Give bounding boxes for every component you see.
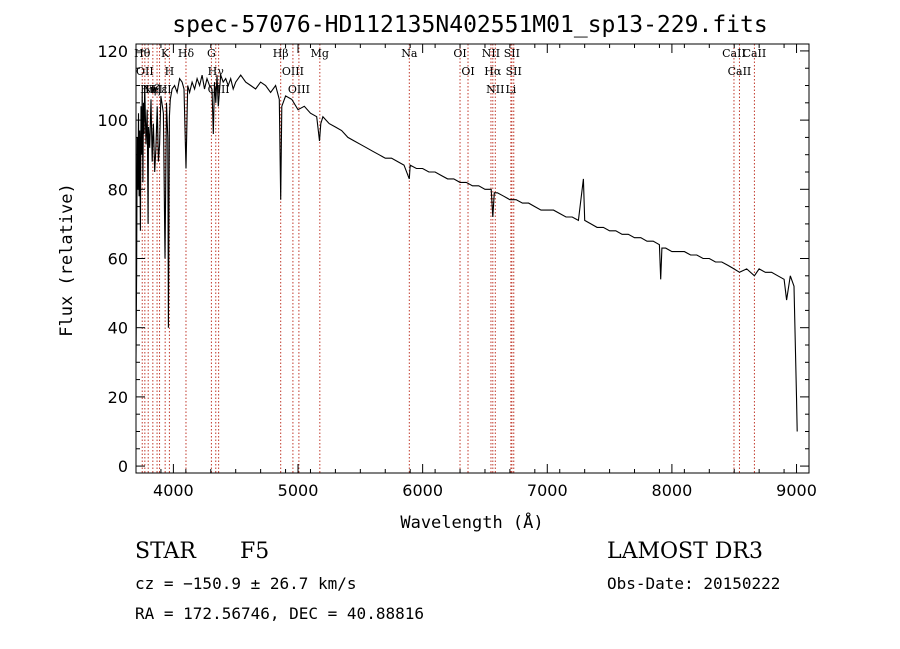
line-label: NII — [482, 47, 500, 60]
x-axis-label: Wavelength (Å) — [400, 511, 543, 533]
line-label: K — [161, 47, 170, 60]
y-tick-label: 120 — [97, 42, 128, 61]
coordinates: RA = 172.56746, DEC = 40.88816 — [135, 604, 424, 623]
y-tick-label: 0 — [118, 457, 128, 476]
y-axis-label: Flux (relative) — [57, 183, 77, 337]
redshift-cz: cz = −150.9 ± 26.7 km/s — [135, 574, 357, 593]
object-class: STAR — [135, 539, 196, 564]
line-label: NII — [486, 83, 504, 96]
line-markers — [141, 44, 755, 473]
line-label: Na — [401, 47, 418, 60]
line-label: Hζ — [145, 83, 161, 96]
y-tick-label: 100 — [97, 111, 128, 130]
line-label: Hα — [484, 65, 502, 78]
line-label: SII — [506, 65, 522, 78]
chart-title: spec-57076-HD112135N402551M01_sp13-229.f… — [172, 12, 767, 38]
line-label: Hβ — [273, 47, 289, 60]
line-label: Hθ — [134, 47, 151, 60]
spectrum-series — [135, 74, 798, 432]
x-tick-label: 7000 — [527, 481, 568, 500]
observation-date: Obs-Date: 20150222 — [607, 574, 781, 593]
y-tick-label: 20 — [108, 388, 128, 407]
y-tick-label: 60 — [108, 250, 128, 269]
line-label: Hε — [152, 83, 168, 96]
line-label: Hγ — [208, 65, 225, 78]
line-label: Mg — [311, 47, 329, 60]
line-label: NeIII — [142, 83, 171, 96]
x-tick-label: 6000 — [402, 481, 443, 500]
line-label: OIII — [288, 83, 310, 96]
line-label: H — [165, 65, 175, 78]
x-tick-label: 8000 — [652, 481, 693, 500]
y-tick-label: 80 — [108, 180, 128, 199]
line-label: Hη — [140, 83, 156, 96]
survey-name: LAMOST DR3 — [607, 539, 763, 564]
x-tick-label: 4000 — [153, 481, 194, 500]
line-label: OIII — [208, 83, 230, 96]
line-label: Hδ — [178, 47, 195, 60]
x-tick-label: 9000 — [776, 481, 817, 500]
line-label: SII — [504, 47, 520, 60]
line-label: OII — [136, 65, 154, 78]
line-label: OI — [461, 65, 474, 78]
line-label: CaII — [722, 47, 746, 60]
object-subclass: F5 — [240, 539, 270, 564]
line-label: G — [207, 47, 216, 60]
axis-ticks: 4000 5000 6000 7000 8000 9000 0 20 40 60 80 100 120 — [97, 42, 816, 500]
line-label: CaII — [743, 47, 767, 60]
spectrum-line — [135, 74, 798, 432]
x-tick-label: 5000 — [278, 481, 319, 500]
y-tick-label: 40 — [108, 319, 128, 338]
line-label: OIII — [282, 65, 304, 78]
line-label: CaII — [728, 65, 752, 78]
line-label: Li — [505, 83, 516, 96]
line-label: OI — [453, 47, 466, 60]
